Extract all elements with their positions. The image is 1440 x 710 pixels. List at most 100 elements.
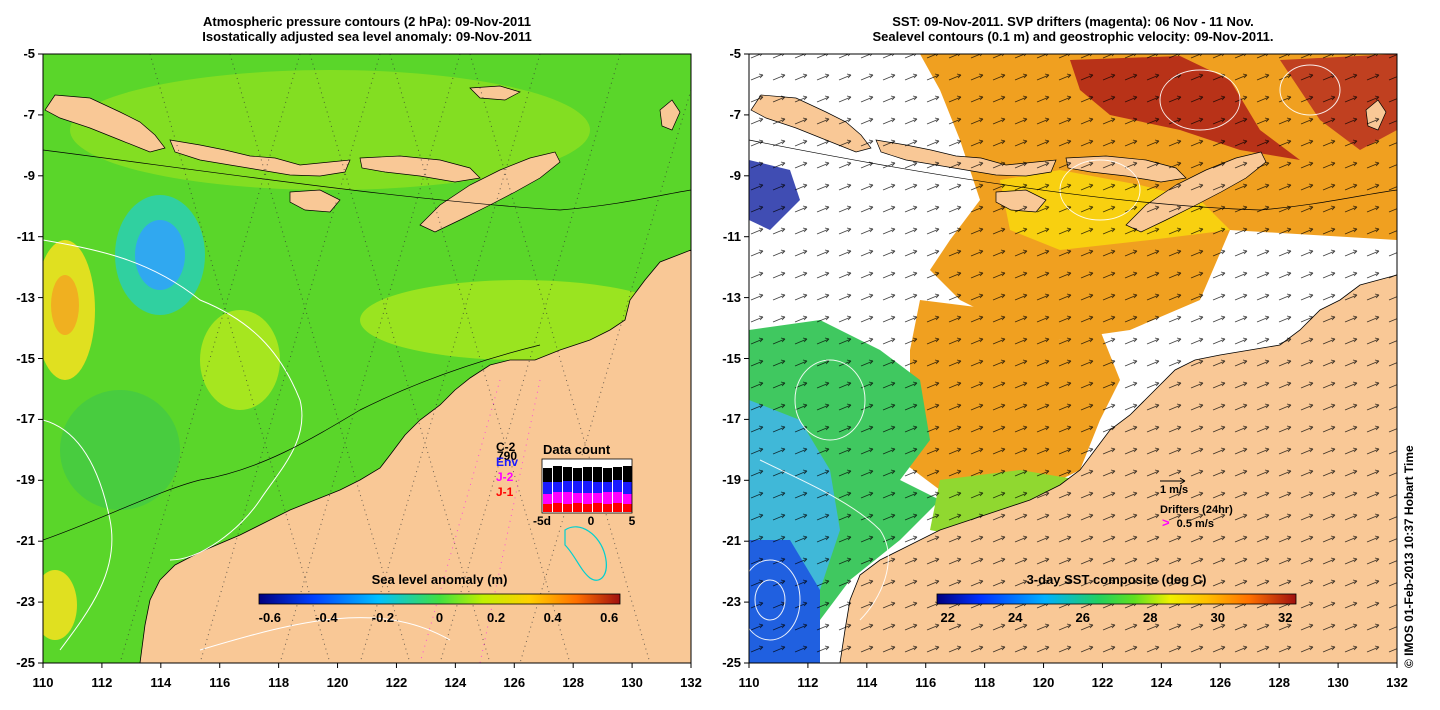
- left-x-tick-label: 116: [209, 675, 231, 690]
- right-y-tick-label: -19: [722, 472, 741, 488]
- right-y-tick-label: -21: [722, 533, 741, 549]
- sst-colorbar-label: 3-day SST composite (deg C): [1026, 572, 1207, 587]
- right-y-tick-label: -11: [722, 228, 741, 244]
- histogram-bar-segment: [593, 503, 602, 512]
- histogram-bar-segment: [613, 503, 622, 512]
- sea-level-contours: [749, 64, 1341, 641]
- right-x-tick-label: 128: [1268, 675, 1291, 690]
- sea-level-colorbar-tick-label: 0: [435, 610, 444, 625]
- histogram-bar-segment: [603, 482, 612, 492]
- left-y-tick-label: -5: [23, 46, 35, 61]
- histogram-bar-segment: [583, 504, 592, 512]
- data-count-histogram: [541, 458, 633, 514]
- sea-level-colorbar-tick-label: 0.4: [543, 610, 562, 625]
- bathymetry-contour: [749, 139, 1397, 211]
- sea-level-colorbar: [258, 593, 621, 605]
- drifter-legend: > 0.5 m/s: [1162, 515, 1214, 530]
- left-title-line1: Atmospheric pressure contours (2 hPa): 0…: [203, 14, 531, 29]
- pressure-contour: [43, 344, 541, 541]
- left-x-tick-label: 110: [32, 675, 54, 690]
- data-count-x-tick-label: 5: [628, 514, 636, 528]
- histogram-bar-segment: [573, 468, 582, 481]
- right-x-tick-label: 118: [974, 675, 996, 690]
- right-x-tick-label: 110: [738, 675, 760, 690]
- blue-anomaly-patch: [135, 220, 185, 290]
- right-title-line2: Sealevel contours (0.1 m) and geostrophi…: [872, 29, 1274, 44]
- data-count-total: 790: [497, 449, 518, 463]
- histogram-bar-segment: [553, 503, 562, 512]
- sst-colorbar-tick-label: 26: [1075, 610, 1090, 625]
- sea-level-contour: [43, 239, 303, 561]
- histogram-bar-segment: [573, 481, 582, 493]
- right-x-tick-label: 112: [797, 675, 819, 690]
- left-x-tick-label: 130: [621, 675, 643, 690]
- bali-lombok-islands: [169, 139, 351, 177]
- java-island: [44, 94, 166, 153]
- data-count-title: Data count: [543, 442, 611, 457]
- imos-credit: © IMOS 01-Feb-2013 10:37 Hobart Time: [1402, 445, 1416, 668]
- histogram-bar-segment: [593, 467, 602, 482]
- histogram-bar-segment: [573, 493, 582, 503]
- axis-ticks: [38, 53, 1398, 668]
- histogram-bar-segment: [563, 504, 572, 512]
- northern-islands: [469, 85, 521, 101]
- velocity-scale-arrow: [1160, 477, 1186, 485]
- left-y-tick-label: -15: [16, 350, 35, 366]
- histogram-bar-segment: [563, 467, 572, 481]
- left-title-line2: Isostatically adjusted sea level anomaly…: [202, 29, 532, 44]
- pressure-contour: [43, 149, 691, 211]
- left-x-tick-label: 118: [268, 675, 290, 690]
- bright-green-patch: [200, 310, 280, 410]
- timor-island: [419, 151, 561, 233]
- right-title-line1: SST: 09-Nov-2011. SVP drifters (magenta)…: [892, 14, 1254, 29]
- altimeter-tracks: [119, 54, 691, 663]
- histogram-bar-segment: [583, 467, 592, 481]
- sst-colorbar-tick-label: 28: [1143, 610, 1158, 625]
- data-count-x-tick-label: 0: [587, 514, 595, 528]
- histogram-bars: [543, 466, 632, 512]
- sea-level-colorbar-tick-label: 0.2: [487, 610, 506, 625]
- data-count-series-c-2: C-2: [496, 440, 516, 454]
- yellow-anomaly-patch: [43, 570, 77, 640]
- green-anomaly-patch: [60, 390, 180, 510]
- tanimbar-island: [659, 99, 681, 131]
- left-y-tick-label: -17: [16, 411, 35, 427]
- velocity-scale-label: 1 m/s: [1160, 484, 1189, 496]
- altimeter-tracks-magenta: [419, 379, 541, 663]
- histogram-bar-segment: [553, 492, 562, 503]
- right-x-tick-label: 120: [1032, 675, 1055, 690]
- left-y-tick-label: -7: [23, 106, 35, 122]
- histogram-bar-segment: [553, 482, 562, 492]
- sumba-island: [289, 189, 341, 213]
- histogram-bar-segment: [553, 466, 562, 482]
- drifters-label: Drifters (24hr): [1160, 504, 1233, 516]
- right-x-tick-label: 126: [1209, 675, 1232, 690]
- right-x-tick-label: 132: [1386, 675, 1408, 690]
- sea-level-colorbar-label: Sea level anomaly (m): [371, 572, 508, 587]
- sea-level-colorbar-tick-label: 0.6: [600, 610, 619, 625]
- left-x-tick-label: 132: [680, 675, 702, 690]
- data-count-series-j-1: J-1: [496, 485, 514, 499]
- histogram-bar-segment: [583, 493, 592, 504]
- histogram-bar-segment: [593, 482, 602, 493]
- right-x-tick-label: 114: [856, 675, 878, 690]
- right-y-tick-label: -7: [729, 106, 741, 122]
- data-count-series-env: Env: [496, 455, 519, 469]
- salt-lake-outline: [564, 526, 607, 581]
- histogram-bar-segment: [613, 467, 622, 480]
- right-x-tick-label: 130: [1327, 675, 1349, 690]
- sst-colorbar-tick-label: 32: [1277, 610, 1293, 625]
- histogram-bar-segment: [613, 492, 622, 503]
- histogram-bar-segment: [573, 503, 582, 512]
- geostrophic-velocity-field: [749, 54, 1397, 663]
- right-y-tick-label: -15: [722, 350, 741, 366]
- right-y-tick-label: -13: [722, 289, 741, 305]
- histogram-bar-segment: [623, 504, 632, 512]
- right-x-tick-label: 122: [1091, 675, 1114, 690]
- histogram-bar-segment: [613, 480, 622, 492]
- histogram-bar-segment: [543, 494, 552, 504]
- sst-colorbar-tick-label: 30: [1210, 610, 1225, 625]
- drifter-symbol: >: [1162, 515, 1170, 530]
- drifter-speed-label: 0.5 m/s: [1176, 518, 1214, 530]
- right-map: [749, 54, 1397, 663]
